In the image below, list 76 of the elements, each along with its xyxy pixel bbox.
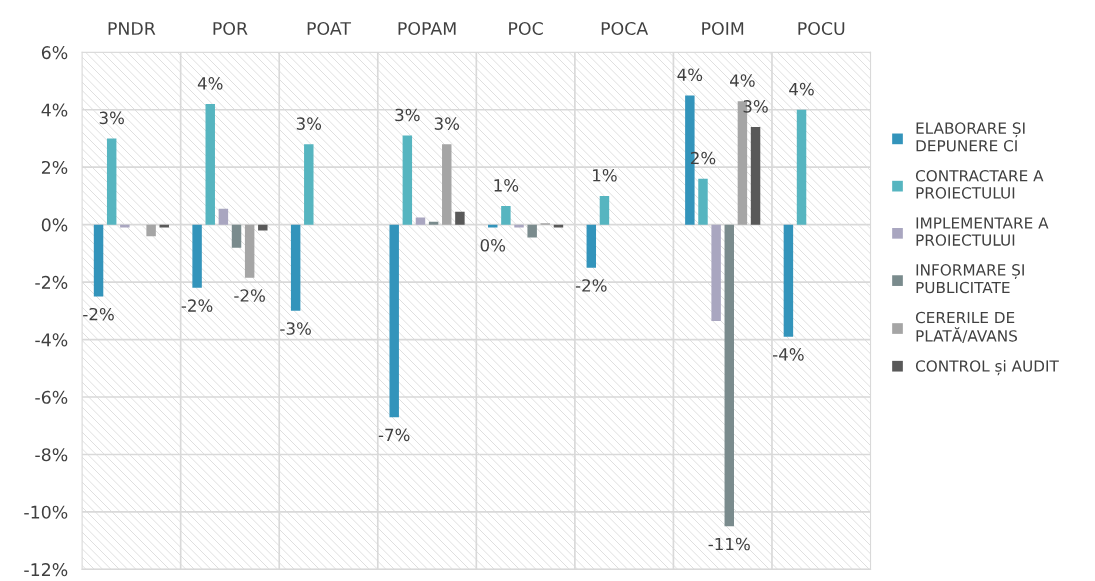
bar	[553, 224, 564, 228]
legend-label: CERERILE DE PLATĂ/AVANS	[915, 311, 1018, 343]
bar	[501, 205, 511, 225]
x-tick-label: POR	[213, 21, 248, 36]
legend-label: ELABORARE ȘI DEPUNERE CI	[916, 122, 1025, 152]
data-label: 4%	[730, 74, 755, 87]
y-tick-label: 6%	[41, 46, 68, 60]
data-label: 3%	[743, 100, 768, 113]
bar	[120, 224, 130, 228]
bar	[93, 224, 104, 297]
legend-label: IMPLEMENTARE A PROIECTULUI	[916, 217, 1049, 246]
data-label: 3%	[395, 108, 420, 122]
bar	[796, 109, 807, 225]
data-label: -3%	[280, 322, 311, 335]
y-tick-label: 4%	[41, 103, 68, 117]
bar	[192, 224, 202, 288]
x-tick-label: PNDR	[108, 22, 156, 35]
data-label: -2%	[234, 289, 265, 302]
data-label: -2%	[83, 307, 114, 321]
bar	[402, 135, 413, 225]
y-tick-label: -4%	[35, 333, 68, 347]
data-label: -2%	[181, 299, 213, 312]
data-label: -2%	[575, 279, 607, 292]
bar	[724, 224, 734, 527]
bar	[586, 224, 597, 268]
bar	[159, 224, 169, 228]
data-label: 1%	[494, 179, 519, 192]
data-label: -11%	[708, 537, 750, 551]
bar	[304, 144, 314, 225]
y-tick-label: -6%	[35, 390, 68, 404]
data-label: -4%	[772, 348, 804, 361]
data-label: -7%	[378, 428, 410, 442]
bar	[750, 126, 761, 225]
data-label: 1%	[593, 168, 617, 182]
bar	[442, 144, 452, 225]
data-label: 4%	[789, 82, 814, 96]
data-label: 3%	[296, 117, 322, 130]
y-tick-label: 2%	[41, 160, 68, 175]
bar	[258, 224, 268, 231]
bar	[290, 224, 301, 311]
bar	[711, 224, 721, 321]
bar	[205, 104, 215, 225]
x-tick-label: POCU	[798, 21, 845, 36]
bar	[783, 224, 794, 337]
data-label: 3%	[99, 111, 124, 125]
bar	[389, 224, 399, 418]
bar	[514, 224, 524, 228]
bar	[488, 224, 498, 228]
bar	[599, 195, 610, 225]
bar	[415, 217, 426, 225]
bar	[244, 224, 255, 278]
x-tick-label: POC	[509, 21, 543, 36]
legend-label: CONTRACTARE A PROIECTULUI	[915, 170, 1044, 199]
x-tick-label: POIM	[702, 21, 744, 36]
bar	[231, 224, 242, 248]
y-tick-label: -8%	[35, 448, 68, 462]
y-tick-label: -12%	[24, 563, 68, 577]
x-tick-label: POCA	[601, 21, 649, 36]
data-label: 4%	[197, 77, 223, 90]
x-tick-label: POPAM	[398, 21, 456, 36]
data-label: 4%	[677, 68, 703, 82]
bar	[428, 221, 439, 225]
y-tick-label: 0%	[41, 218, 68, 232]
y-tick-label: -2%	[35, 275, 68, 289]
legend-label: INFORMARE ȘI PUBLICITATE	[916, 264, 1024, 294]
y-tick-label: -10%	[24, 505, 68, 519]
bar	[146, 224, 156, 237]
x-tick-label: POAT	[307, 21, 352, 36]
bar	[106, 138, 117, 225]
bar	[698, 178, 708, 225]
legend-label: CONTROL și AUDIT	[915, 359, 1059, 376]
data-label: 0%	[480, 238, 506, 252]
data-label: 3%	[434, 117, 460, 130]
bar	[527, 224, 537, 238]
bar	[218, 208, 229, 225]
bar	[455, 211, 465, 225]
